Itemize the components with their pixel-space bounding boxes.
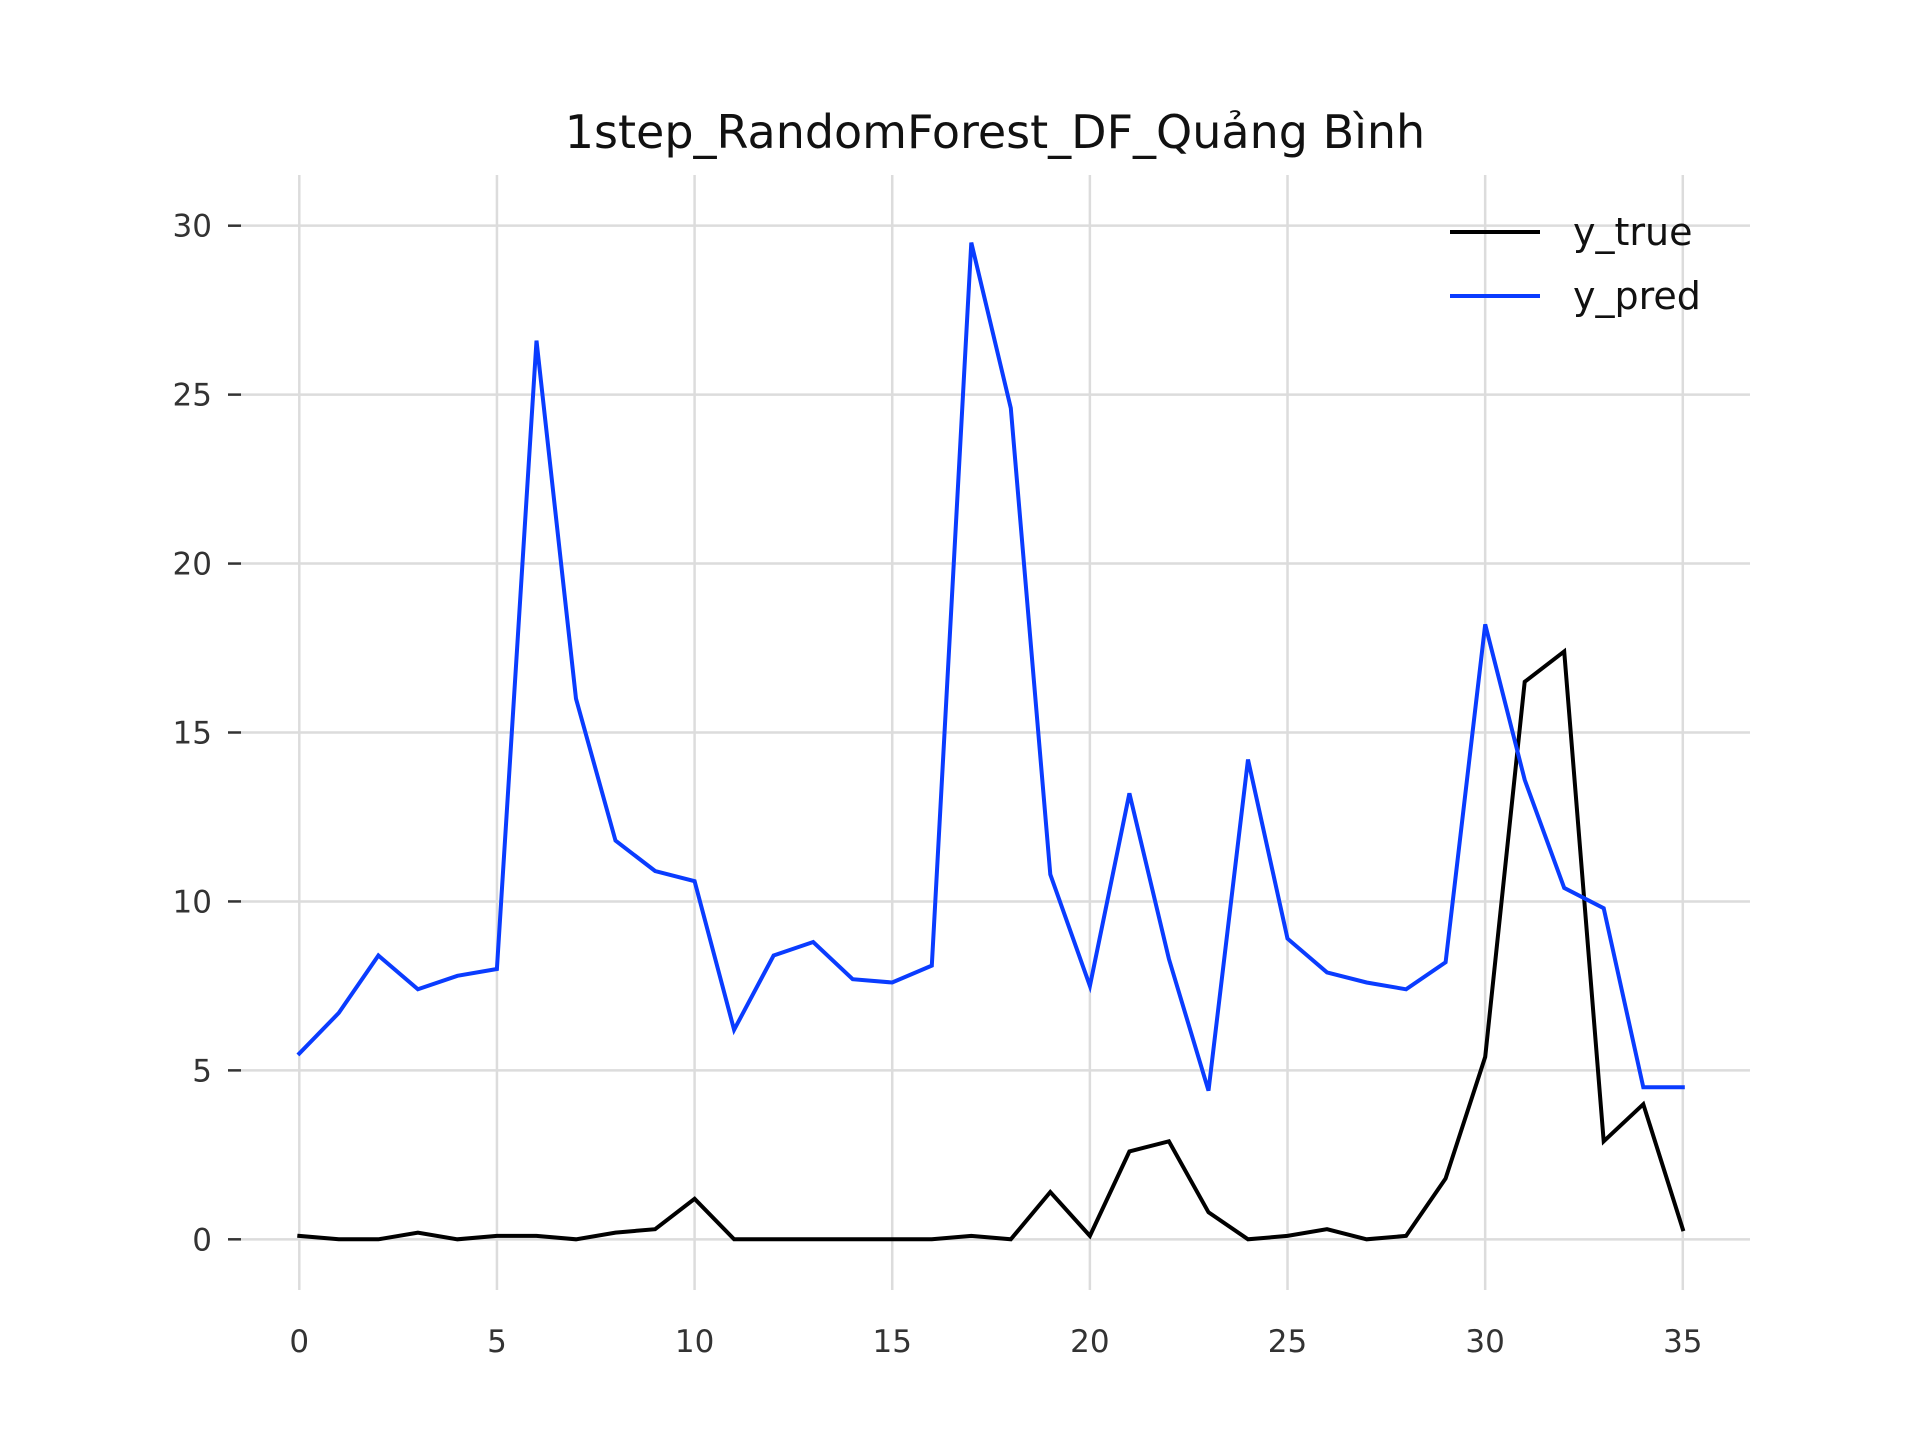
legend-label-y-pred: y_pred — [1573, 274, 1701, 318]
series-lines — [296, 242, 1686, 1242]
x-tick-label: 0 — [289, 1324, 309, 1360]
axis-ticks: 0 5 10 15 20 25 30 35 0 5 10 15 20 25 30 — [173, 209, 1703, 1360]
x-tick-label: 35 — [1663, 1324, 1702, 1360]
x-tick-label: 30 — [1465, 1324, 1504, 1360]
chart-title: 1step_RandomForest_DF_Quảng Bình — [565, 105, 1425, 159]
y-tick-label: 0 — [192, 1222, 212, 1258]
x-tick-label: 25 — [1268, 1324, 1307, 1360]
x-tick-label: 20 — [1070, 1324, 1109, 1360]
x-tick-label: 5 — [487, 1324, 507, 1360]
grid — [240, 175, 1750, 1290]
y-tick-label: 15 — [173, 716, 212, 752]
x-tick-label: 10 — [675, 1324, 714, 1360]
series-line-y-pred — [296, 242, 1685, 1092]
x-tick-label: 15 — [872, 1324, 911, 1360]
series-line-y-true — [297, 647, 1686, 1242]
y-tick-label: 5 — [192, 1053, 212, 1089]
legend-label-y-true: y_true — [1573, 210, 1692, 254]
y-tick-label: 20 — [173, 547, 212, 583]
legend: y_true y_pred — [1450, 210, 1701, 318]
y-tick-label: 10 — [173, 884, 212, 920]
y-tick-label: 25 — [173, 378, 212, 414]
y-tick-label: 30 — [173, 209, 212, 245]
